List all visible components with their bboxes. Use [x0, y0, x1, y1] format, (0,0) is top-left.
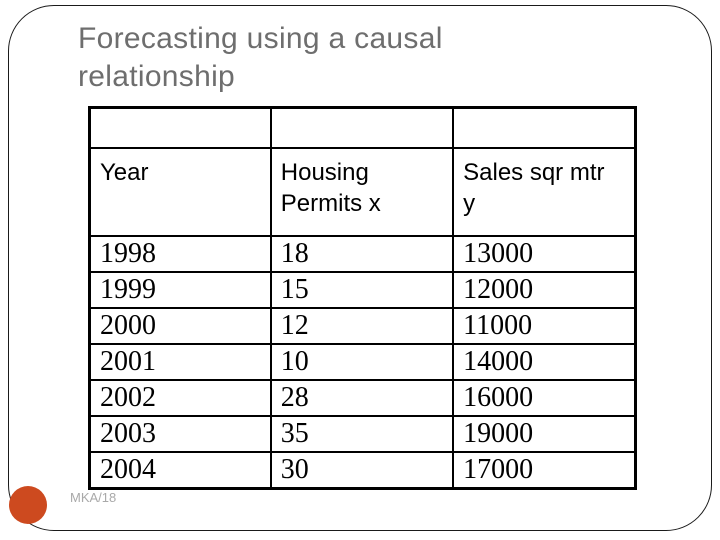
cell-year: 2004	[88, 451, 272, 490]
header-housing-permits: Housing Permits x	[269, 147, 455, 237]
table-header-row: Year Housing Permits x Sales sqr mtr y	[88, 147, 637, 237]
cell-permits: 15	[269, 271, 455, 309]
data-table: Year Housing Permits x Sales sqr mtr y 1…	[88, 106, 637, 490]
cell-sales: 14000	[452, 343, 637, 381]
cell-year: 2002	[88, 379, 272, 417]
table-row: 1999 15 12000	[88, 271, 637, 309]
cell-sales: 12000	[452, 271, 637, 309]
cell-sales: 19000	[452, 415, 637, 453]
header-sales-sqr-mtr: Sales sqr mtr y	[452, 147, 637, 237]
table-row: 1998 18 13000	[88, 235, 637, 273]
table-row: 2000 12 11000	[88, 307, 637, 345]
cell-year: 1999	[88, 271, 272, 309]
cell-permits: 10	[269, 343, 455, 381]
table-empty-row	[88, 106, 637, 149]
cell-permits: 30	[269, 451, 455, 490]
table-row: 2001 10 14000	[88, 343, 637, 381]
cell-permits: 18	[269, 235, 455, 273]
table-row: 2003 35 19000	[88, 415, 637, 453]
table-row: 2004 30 17000	[88, 451, 637, 490]
cell-permits: 12	[269, 307, 455, 345]
empty-cell	[88, 106, 272, 149]
empty-cell	[269, 106, 455, 149]
cell-year: 2000	[88, 307, 272, 345]
header-year: Year	[88, 147, 272, 237]
cell-permits: 35	[269, 415, 455, 453]
cell-year: 1998	[88, 235, 272, 273]
cell-sales: 11000	[452, 307, 637, 345]
empty-cell	[452, 106, 637, 149]
table-row: 2002 28 16000	[88, 379, 637, 417]
bullet-circle	[9, 486, 47, 524]
cell-year: 2003	[88, 415, 272, 453]
footer-text: MKA/18	[70, 490, 117, 505]
cell-sales: 17000	[452, 451, 637, 490]
slide-rounded-border	[8, 5, 712, 531]
cell-year: 2001	[88, 343, 272, 381]
cell-sales: 16000	[452, 379, 637, 417]
cell-sales: 13000	[452, 235, 637, 273]
slide-title: Forecasting using a causal relationship	[78, 22, 443, 93]
cell-permits: 28	[269, 379, 455, 417]
